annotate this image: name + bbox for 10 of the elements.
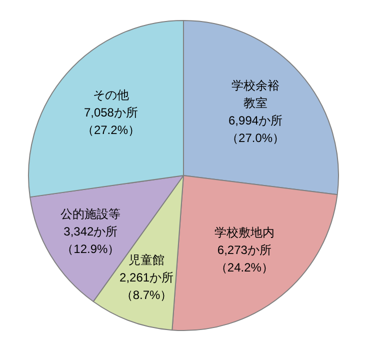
slice-label: 学校余裕教室: [232, 78, 280, 110]
slice-label: その他: [92, 88, 129, 102]
data-label: 3,342か所（12.9%）: [62, 224, 120, 256]
data-label: 2,261か所（8.7%）: [120, 270, 174, 302]
data-label: 6,273か所（24.2%）: [215, 242, 274, 274]
slice-label: 公的施設等: [60, 207, 121, 222]
data-label: 6,994か所（27.0%）: [226, 114, 285, 146]
data-label: 7,058か所（27.2%）: [82, 105, 140, 137]
slice-label: 児童館: [128, 253, 165, 268]
slice-label: 学校敷地内: [214, 225, 274, 240]
